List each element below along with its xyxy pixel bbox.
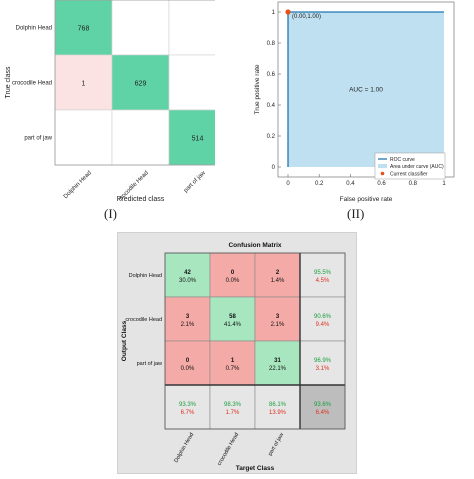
x-tick-label-2: 0.4	[346, 181, 355, 187]
caption-right: (II)	[347, 206, 365, 221]
cell-percent-0-0: 30.0%	[179, 278, 197, 284]
matrix-cell-0-2	[254, 252, 301, 298]
cell-percent-1-2: 2.1%	[271, 322, 285, 328]
row-summary-cell-2	[299, 340, 346, 386]
cell-percent-0-2: 1.4%	[271, 278, 285, 284]
col-summary-bad-0: 6.7%	[181, 410, 195, 416]
col-summary-bad-1: 1.7%	[226, 410, 240, 416]
auc-annotation: AUC = 1.00	[349, 87, 383, 94]
y-axis-label: Output Class	[121, 320, 128, 361]
cell-count-1-2: 3	[276, 314, 280, 320]
col-summary-good-2: 86.1%	[269, 402, 287, 408]
y-tick-label-1: 0.2	[267, 134, 276, 140]
confusion-matrix: Confusion Matrix4230.0%00.0%21.4%95.5%4.…	[117, 232, 357, 474]
row-label-0: Dolphin Head	[16, 26, 52, 32]
col-summary-cell-1	[209, 384, 256, 430]
matrix-cell-0-2	[168, 0, 227, 56]
legend-swatch-area	[378, 164, 387, 168]
x-tick-label-0: 0	[286, 181, 290, 187]
y-tick-label-0: 0	[272, 165, 276, 171]
legend-item-2: Current classifier	[390, 172, 428, 178]
current-classifier-point	[285, 9, 291, 15]
cell-percent-2-2: 22.1%	[269, 366, 287, 372]
cell-count-0-2: 2	[276, 270, 280, 276]
cell-value-1-1: 629	[135, 81, 147, 88]
row-summary-good-1: 90.6%	[314, 314, 332, 320]
confusion-chart: 768 1 629 514 Dolphin Head crocodile Head part…	[0, 0, 227, 205]
cell-count-0-0: 42	[184, 270, 191, 276]
matrix-cell-1-2	[168, 54, 227, 111]
x-axis-label: Predicted class	[117, 196, 165, 203]
caption-left: (I)	[104, 206, 117, 221]
matrix-cell-0-0	[54, 0, 113, 56]
x-axis-label: Target Class	[236, 465, 275, 472]
y-axis-label: True class	[5, 66, 12, 99]
cell-value-0-0: 768	[78, 26, 90, 33]
current-classifier-label: (0.00,1.00)	[292, 14, 321, 20]
col-summary-good-1: 98.3%	[224, 402, 242, 408]
legend-swatch-point	[380, 171, 385, 176]
col-summary-bad-2: 13.9%	[269, 410, 287, 416]
row-summary-good-0: 95.5%	[314, 270, 332, 276]
cell-percent-1-0: 2.1%	[181, 322, 195, 328]
cell-count-0-1: 0	[231, 270, 235, 276]
roc-chart-panel: 0 0.2 0.4 0.6 0.8 1 0 0.2 0.4 0.6 0.8 1 (0.00,1.00) A…	[250, 0, 474, 205]
matrix-cell-0-1	[111, 0, 170, 56]
cell-count-1-1: 58	[229, 314, 236, 320]
matrix-cell-1-1	[111, 54, 170, 111]
cell-count-2-2: 31	[274, 358, 281, 364]
cell-count-1-0: 3	[186, 314, 190, 320]
cell-value-1-0: 1	[82, 81, 86, 88]
y-tick-label-4: 0.8	[267, 41, 276, 47]
col-summary-good-0: 93.3%	[179, 402, 197, 408]
col-summary-cell-0	[164, 384, 211, 430]
row-summary-bad-1: 9.4%	[316, 322, 330, 328]
x-tick-label-3: 0.6	[377, 181, 386, 187]
row-label-1: crocodile Head	[12, 81, 52, 87]
row-label-1: crocodile Head	[125, 317, 162, 323]
legend-item-0: ROC curve	[390, 157, 415, 163]
x-axis-label: False positive rate	[340, 196, 393, 203]
roc-chart: 0 0.2 0.4 0.6 0.8 1 0 0.2 0.4 0.6 0.8 1 (0.00,1.00) A…	[250, 0, 474, 205]
cell-percent-1-1: 41.4%	[224, 322, 242, 328]
row-label-0: Dolphin Head	[129, 273, 162, 279]
row-summary-cell-1	[299, 296, 346, 342]
confusion-matrix-panel: Confusion Matrix 42 30.0% 0 0.0% 2 1.4% 95.5% 4.…	[117, 232, 357, 474]
y-tick-label-3: 0.6	[267, 72, 276, 78]
cell-count-2-1: 1	[231, 358, 235, 364]
x-tick-label-1: 0.2	[315, 181, 324, 187]
matrix-frame	[164, 252, 346, 430]
row-summary-cell-0	[299, 252, 346, 298]
cell-value-2-2: 514	[192, 136, 204, 143]
cell-percent-0-1: 0.0%	[226, 278, 240, 284]
auc-area	[288, 12, 444, 167]
matrix-cell-0-0	[164, 252, 211, 298]
cell-percent-2-1: 0.7%	[226, 366, 240, 372]
row-label-2: part of jaw	[137, 361, 162, 367]
y-axis-label: True positive rate	[254, 64, 261, 114]
row-summary-good-2: 96.9%	[314, 358, 332, 364]
overall-good: 93.6%	[314, 402, 332, 408]
row-label-2: part of jaw	[24, 136, 52, 142]
x-tick-label-5: 1	[442, 181, 446, 187]
overall-bad: 6.4%	[316, 410, 330, 416]
matrix-cell-2-1	[111, 109, 170, 166]
legend-item-1: Area under curve (AUC)	[390, 164, 444, 170]
y-tick-label-2: 0.4	[267, 103, 276, 109]
row-summary-bad-2: 3.1%	[316, 366, 330, 372]
matrix-cell-1-1	[209, 296, 256, 342]
matrix-cell-2-0	[54, 109, 113, 166]
x-tick-label-4: 0.8	[409, 181, 418, 187]
cell-count-2-0: 0	[186, 358, 190, 364]
confusion-chart-panel: 768 1 629 514 Dolphin Head crocodile Head part…	[0, 0, 227, 205]
row-summary-bad-0: 4.5%	[316, 278, 330, 284]
matrix-cell-2-1	[209, 340, 256, 386]
y-tick-label-5: 1	[272, 10, 276, 16]
chart-title: Confusion Matrix	[228, 242, 281, 249]
cell-percent-2-0: 0.0%	[181, 366, 195, 372]
